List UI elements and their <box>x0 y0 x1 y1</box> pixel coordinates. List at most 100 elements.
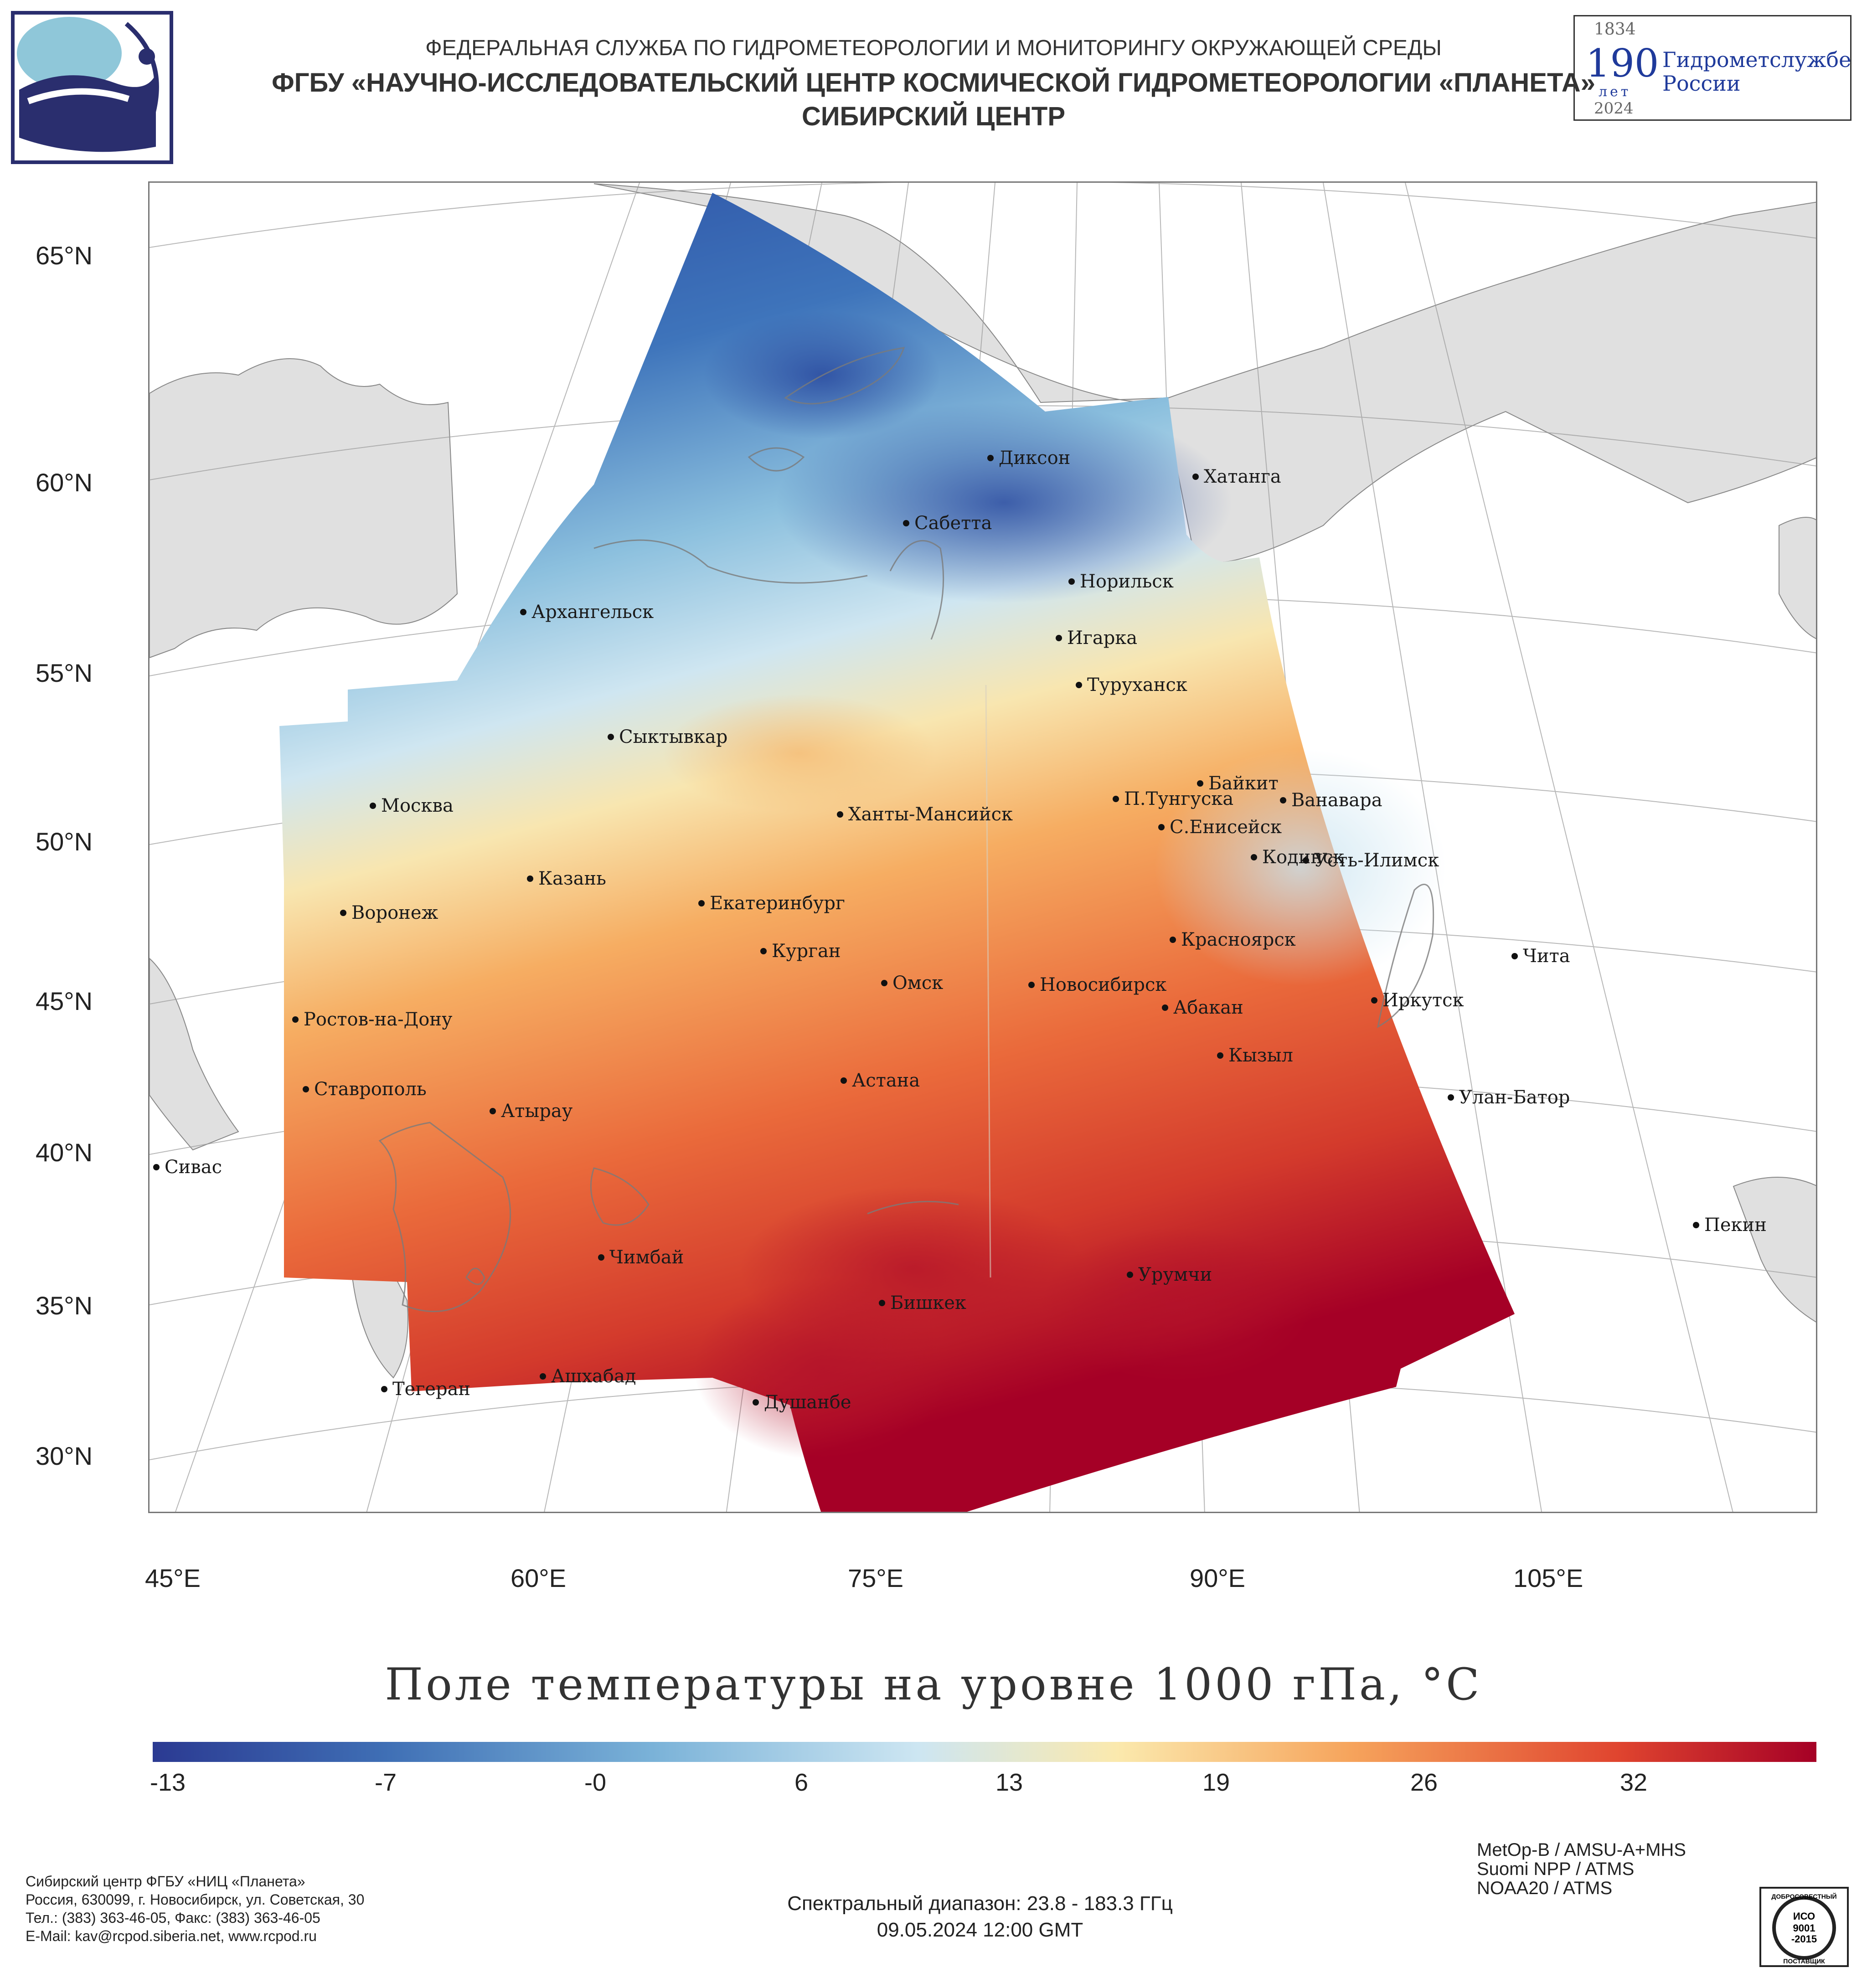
city-label: Урумчи <box>1138 1264 1212 1285</box>
city-label: Астана <box>852 1070 920 1091</box>
observation-datetime: 09.05.2024 12:00 GMT <box>877 1919 1083 1941</box>
city-label: Пекин <box>1704 1215 1767 1236</box>
city-20: Курган <box>760 941 841 962</box>
iso-top-text: ДОБРОСОВЕСТНЫЙ <box>1771 1892 1836 1900</box>
city-0: Диксон <box>987 448 1070 469</box>
lat-label-30: 30°N <box>36 1442 93 1470</box>
city-label: Кызыл <box>1228 1045 1293 1066</box>
lon-label-60: 60°E <box>511 1564 567 1592</box>
city-dot <box>370 803 376 809</box>
city-label: Сыктывкар <box>619 726 727 747</box>
city-dot <box>903 520 909 526</box>
city-23: Новосибирск <box>1028 974 1166 995</box>
city-label: Диксон <box>999 448 1070 469</box>
city-4: Норильск <box>1068 571 1174 592</box>
city-33: Пекин <box>1693 1215 1767 1236</box>
city-label: Курган <box>772 941 841 962</box>
city-dot <box>1028 982 1035 988</box>
city-9: Москва <box>370 795 454 816</box>
city-19: Красноярск <box>1170 929 1296 950</box>
city-dot <box>837 811 843 818</box>
iso-line-3: -2015 <box>1791 1933 1817 1945</box>
city-label: Ставрополь <box>314 1079 427 1100</box>
agency-title: ФЕДЕРАЛЬНАЯ СЛУЖБА ПО ГИДРОМЕТЕОРОЛОГИИ … <box>425 36 1442 60</box>
city-dot <box>1217 1052 1223 1059</box>
city-26: Абакан <box>1162 997 1243 1018</box>
city-dot <box>1192 474 1199 480</box>
lat-label-40: 40°N <box>36 1138 93 1167</box>
city-10: П.Тунгуска <box>1113 788 1233 809</box>
city-markers: Диксон Хатанга Сабетта Архангельск Норильск И… <box>153 448 1767 1413</box>
colorbar-tick: -0 <box>584 1769 607 1796</box>
temperature-colorbar <box>153 1742 1816 1762</box>
city-dot <box>1113 796 1119 802</box>
city-5: Игарка <box>1056 628 1137 649</box>
planeta-logo <box>10 10 174 165</box>
city-31: Атырау <box>490 1101 573 1122</box>
instrument-1: MetOp-B / AMSU-A+MHS <box>1477 1840 1686 1860</box>
city-label: Казань <box>538 868 606 889</box>
city-39: Душанбе <box>753 1392 851 1413</box>
iso-badge: ДОБРОСОВЕСТНЫЙ ИСО 9001 -2015 ПОСТАВЩИК <box>1759 1886 1850 1968</box>
colorbar-tick: 32 <box>1619 1769 1648 1796</box>
city-17: Екатеринбург <box>698 893 845 914</box>
city-label: Екатеринбург <box>710 893 845 914</box>
city-25: Ростов-на-Дону <box>292 1009 453 1030</box>
city-11: Ванавара <box>1280 790 1382 811</box>
city-29: Астана <box>841 1070 920 1091</box>
lon-label-45: 45°E <box>145 1564 201 1592</box>
city-dot <box>879 1300 885 1306</box>
city-label: Бишкек <box>890 1293 966 1313</box>
city-7: Сыктывкар <box>608 726 727 747</box>
lat-label-60: 60°N <box>36 468 93 497</box>
colorbar-tick: 19 <box>1202 1769 1230 1796</box>
city-18: Воронеж <box>340 902 438 923</box>
instrument-3: NOAA20 / ATMS <box>1477 1878 1613 1898</box>
city-dot <box>1158 824 1165 830</box>
city-6: Туруханск <box>1076 675 1187 695</box>
anniversary-badge: 1834 190 лет 2024 Гидрометслужбе России <box>1573 15 1852 121</box>
map-panel: Диксон Хатанга Сабетта Архангельск Норильск И… <box>148 181 1817 1513</box>
city-32: Сивас <box>153 1157 222 1178</box>
city-21: Чита <box>1511 946 1570 967</box>
iso-line-2: 9001 <box>1793 1922 1815 1934</box>
city-16: Казань <box>527 868 606 889</box>
lat-label-50: 50°N <box>36 827 93 856</box>
city-dot <box>1303 857 1309 864</box>
city-8: Байкит <box>1197 773 1279 794</box>
city-14: Кодинск <box>1251 847 1344 868</box>
city-label: Атырау <box>501 1101 573 1122</box>
city-label: Норильск <box>1080 571 1174 592</box>
lon-label-90: 90°E <box>1190 1564 1246 1592</box>
anniversary-year-start: 1834 <box>1594 20 1636 39</box>
city-dot <box>153 1164 160 1170</box>
city-dot <box>987 455 994 461</box>
city-dot <box>1693 1222 1699 1228</box>
city-dot <box>292 1016 299 1023</box>
anniversary-text-2: России <box>1662 71 1741 96</box>
city-label: Туруханск <box>1087 675 1187 695</box>
city-dot <box>1068 578 1075 585</box>
instrument-2: Suomi NPP / ATMS <box>1477 1859 1635 1879</box>
city-label: Усть-Илимск <box>1314 850 1439 871</box>
city-dot <box>1162 1004 1168 1011</box>
institute-title: ФГБУ «НАУЧНО-ИССЛЕДОВАТЕЛЬСКИЙ ЦЕНТР КОС… <box>272 68 1595 98</box>
colorbar-tick: 26 <box>1410 1769 1438 1796</box>
city-dot <box>608 734 614 740</box>
city-22: Омск <box>881 973 943 994</box>
city-28: Ставрополь <box>303 1079 427 1100</box>
city-dot <box>1448 1094 1454 1101</box>
city-label: Хатанга <box>1204 466 1281 487</box>
spectral-range: Спектральный диапазон: 23.8 - 183.3 ГГц <box>787 1892 1173 1915</box>
footer-org: Сибирский центр ФГБУ «НИЦ «Планета» <box>26 1873 305 1890</box>
city-15: Усть-Илимск <box>1303 850 1439 871</box>
city-label: Ханты-Мансийск <box>848 804 1013 825</box>
city-30: Улан-Батор <box>1448 1087 1570 1108</box>
city-1: Хатанга <box>1192 466 1281 487</box>
city-label: Улан-Батор <box>1459 1087 1570 1108</box>
anniversary-text-1: Гидрометслужбе <box>1662 47 1852 72</box>
city-label: Омск <box>892 973 943 994</box>
city-dot <box>1170 937 1176 943</box>
iso-line-1: ИСО <box>1793 1911 1815 1922</box>
colorbar-tick: -7 <box>374 1769 397 1796</box>
